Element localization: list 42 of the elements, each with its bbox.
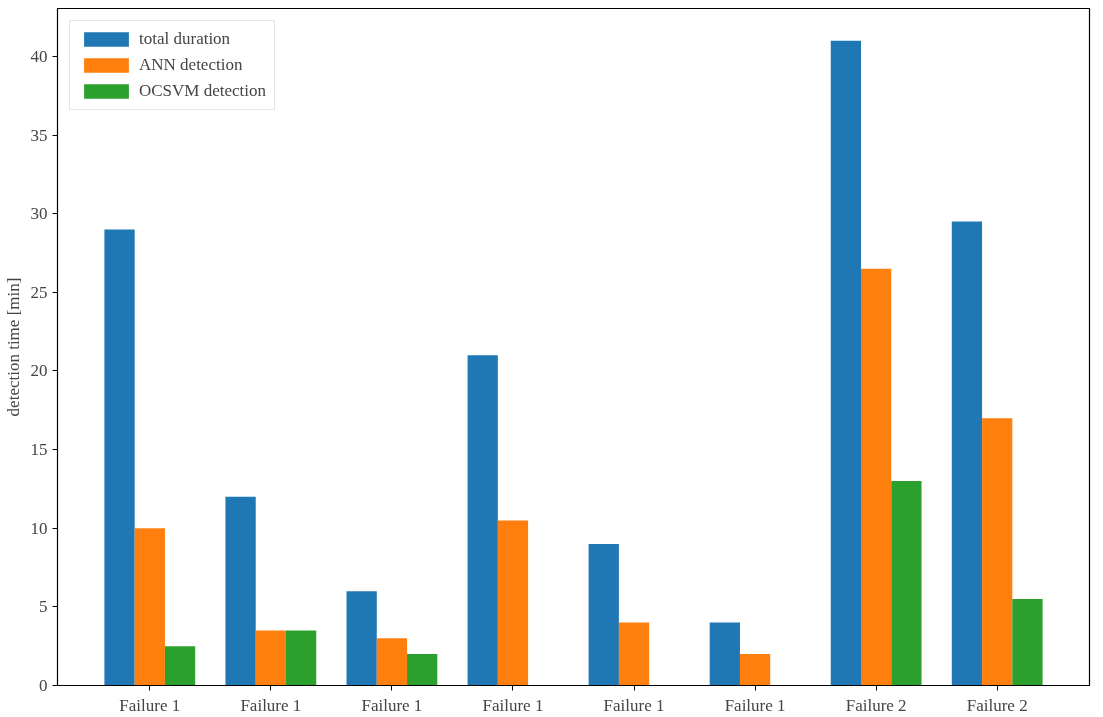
bar — [376, 638, 408, 686]
bar — [225, 496, 256, 686]
y-tick-label: 20 — [30, 361, 48, 381]
y-tick-label: 5 — [39, 597, 48, 617]
bar — [467, 355, 498, 686]
bar — [407, 654, 438, 686]
y-axis-title: detection time [min] — [3, 277, 23, 417]
bar — [1012, 599, 1043, 686]
bar — [255, 630, 286, 686]
bar — [709, 622, 740, 686]
x-tick-label: Failure 1 — [119, 695, 181, 715]
legend-label: ANN detection — [139, 55, 243, 75]
y-tick-label: 0 — [39, 676, 48, 695]
bar — [830, 40, 862, 686]
bar — [134, 528, 165, 686]
legend-label: OCSVM detection — [139, 81, 267, 101]
legend-label: total duration — [139, 29, 231, 49]
bar — [497, 520, 529, 686]
y-tick-label: 25 — [30, 282, 48, 302]
x-tick-label: Failure 1 — [724, 695, 786, 715]
y-tick-label: 15 — [30, 440, 48, 460]
y-tick-label: 30 — [30, 204, 48, 224]
x-tick-label: Failure 1 — [603, 695, 665, 715]
bar — [104, 229, 135, 686]
x-tick-label: Failure 2 — [966, 695, 1028, 715]
bar — [588, 543, 619, 686]
bar — [861, 268, 892, 686]
y-tick-label: 40 — [30, 46, 48, 66]
x-tick-label: Failure 2 — [845, 695, 907, 715]
x-tick-label: Failure 1 — [482, 695, 544, 715]
y-tick-label: 10 — [30, 518, 48, 538]
bar — [618, 622, 650, 686]
y-tick-label: 35 — [30, 125, 48, 145]
bar — [285, 630, 317, 686]
bar — [891, 481, 922, 686]
bar — [982, 418, 1013, 686]
x-tick-label: Failure 1 — [361, 695, 423, 715]
bar — [346, 591, 377, 686]
bar — [164, 646, 196, 686]
x-tick-label: Failure 1 — [240, 695, 302, 715]
bar — [951, 221, 983, 686]
bar — [739, 654, 771, 686]
